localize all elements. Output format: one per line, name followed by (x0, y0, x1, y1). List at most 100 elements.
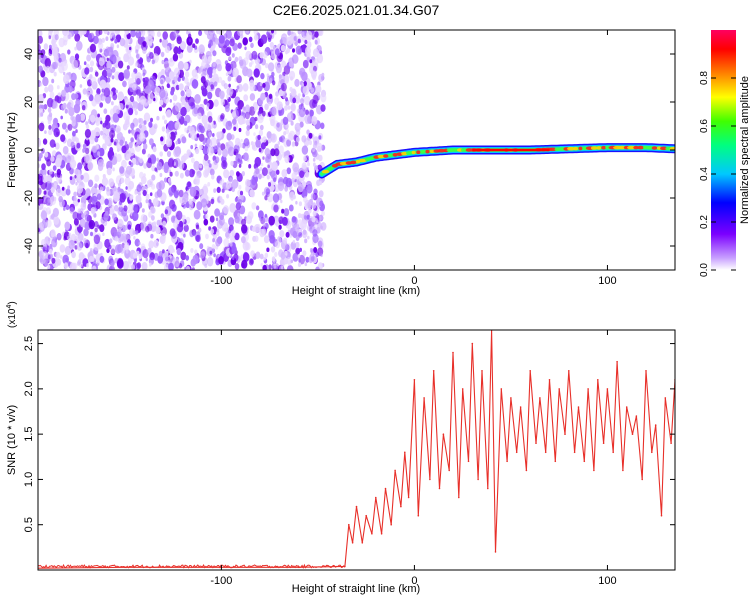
noise-speckle (208, 39, 213, 47)
noise-speckle (40, 210, 48, 220)
noise-speckle (98, 147, 105, 157)
top-x-tick-label: -100 (210, 275, 232, 287)
snr-point (660, 514, 663, 517)
snr-point (344, 565, 346, 568)
noise-speckle (309, 59, 313, 64)
noise-speckle (68, 107, 75, 117)
noise-speckle (64, 108, 68, 114)
noise-speckle (64, 245, 72, 256)
noise-speckle (292, 48, 295, 53)
noise-speckle (156, 31, 161, 38)
noise-speckle (76, 175, 81, 182)
noise-speckle (236, 75, 242, 84)
noise-speckle (264, 103, 269, 111)
noise-speckle (276, 122, 280, 128)
snr-point (573, 451, 576, 454)
noise-speckle (257, 134, 261, 141)
noise-speckle (163, 98, 166, 103)
noise-speckle (261, 167, 268, 177)
noise-speckle (244, 111, 250, 120)
noise-speckle (47, 107, 52, 113)
snr-point (438, 487, 441, 490)
noise-speckle (227, 75, 232, 82)
noise-speckle (51, 257, 56, 264)
colorbar-tick-label: 0.6 (699, 119, 710, 133)
noise-speckle (302, 229, 307, 235)
snr-point (384, 487, 387, 490)
noise-speckle (148, 211, 153, 218)
noise-speckle (318, 190, 324, 198)
noise-speckle (125, 165, 132, 175)
noise-speckle (131, 264, 136, 270)
noise-speckle (280, 44, 286, 52)
noise-speckle (67, 185, 70, 190)
noise-speckle (266, 247, 270, 253)
noise-speckle (195, 234, 201, 243)
noise-speckle (75, 129, 78, 134)
noise-speckle (44, 151, 49, 158)
noise-speckle (109, 54, 117, 65)
noise-speckle (40, 203, 43, 208)
noise-speckle (53, 71, 57, 77)
noise-speckle (281, 216, 288, 226)
colorbar-tick-label: 0.2 (699, 215, 710, 229)
noise-speckle (306, 41, 312, 49)
noise-speckle (76, 261, 81, 266)
noise-speckle (153, 97, 156, 102)
noise-speckle (124, 30, 130, 35)
noise-speckle (43, 104, 48, 110)
noise-speckle (214, 208, 221, 217)
noise-speckle (307, 162, 310, 167)
noise-speckle (100, 120, 103, 125)
snr-point (506, 460, 508, 463)
noise-speckle (119, 139, 124, 146)
noise-speckle (134, 258, 137, 263)
snr-point (510, 397, 512, 399)
noise-speckle (98, 57, 105, 66)
snr-point (602, 442, 605, 445)
noise-speckle (246, 125, 251, 131)
noise-speckle (212, 68, 217, 74)
noise-speckle (185, 265, 191, 270)
noise-speckle (44, 58, 51, 68)
noise-speckle (139, 171, 144, 179)
noise-speckle (288, 204, 294, 212)
noise-speckle (124, 98, 130, 106)
noise-speckle (187, 189, 190, 193)
noise-speckle (48, 35, 52, 40)
signal-hotspot (377, 154, 385, 159)
noise-speckle (244, 30, 250, 35)
noise-speckle (292, 239, 296, 244)
noise-speckle (94, 136, 99, 143)
noise-speckle (123, 242, 130, 251)
noise-speckle (284, 186, 289, 192)
noise-speckle (75, 170, 78, 175)
noise-speckle (70, 72, 77, 83)
noise-speckle (94, 174, 100, 182)
noise-speckle (226, 132, 232, 141)
noise-speckle (129, 46, 132, 51)
noise-speckle (38, 35, 43, 44)
noise-speckle (99, 102, 104, 108)
noise-speckle (303, 80, 308, 87)
noise-speckle (292, 97, 297, 104)
noise-speckle (80, 174, 84, 180)
noise-speckle (225, 62, 232, 72)
noise-speckle (254, 235, 259, 242)
noise-speckle (94, 94, 102, 105)
noise-speckle (156, 242, 159, 247)
noise-speckle (245, 50, 252, 60)
noise-speckle (174, 102, 182, 112)
noise-speckle (261, 191, 265, 196)
noise-speckle (259, 124, 264, 131)
noise-speckle (184, 71, 190, 78)
bottom-y-tick-label: 0.5 (23, 517, 35, 532)
noise-speckle (190, 153, 194, 158)
noise-speckle (52, 165, 57, 171)
noise-speckle (285, 231, 290, 238)
noise-speckle (42, 251, 48, 259)
noise-speckle (206, 102, 210, 108)
noise-speckle (183, 224, 189, 232)
noise-speckle (58, 195, 63, 203)
noise-speckle (307, 207, 312, 214)
